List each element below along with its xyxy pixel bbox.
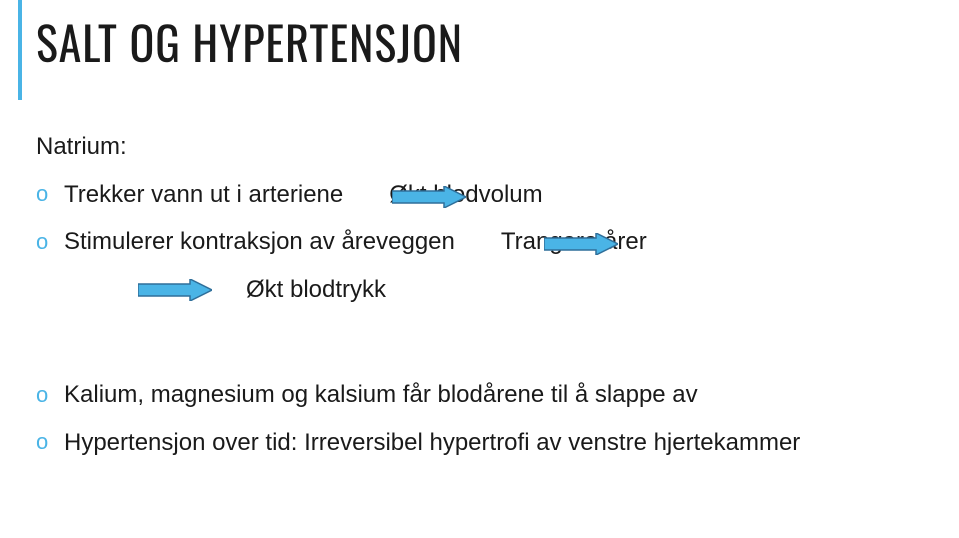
section-label: Natrium: [36, 130, 127, 164]
section-label-line: Natrium: [36, 130, 926, 164]
result-line: Økt blodtrykk [36, 273, 926, 307]
arrow-icon [138, 279, 212, 301]
bullet-icon: o [36, 427, 54, 458]
line3-text: Økt blodtrykk [246, 273, 386, 307]
line1-part-a: Trekker vann ut i arteriene [64, 178, 343, 212]
line5-text: Hypertensjon over tid: Irreversibel hype… [64, 426, 800, 460]
line2-part-a: Stimulerer kontraksjon av åreveggen [64, 225, 455, 259]
bullet-icon: o [36, 380, 54, 411]
page-title: SALT OG HYPERTENSJON [36, 8, 463, 76]
slide-body: Natrium: o Trekker vann ut i arteriene Ø… [36, 130, 926, 474]
bullet-line-1: o Trekker vann ut i arteriene Økt blodvo… [36, 178, 926, 212]
arrow-icon [544, 231, 618, 253]
bullet-icon: o [36, 179, 54, 210]
bullet-icon: o [36, 227, 54, 258]
accent-bar [18, 0, 22, 100]
bullet-line-5: o Hypertensjon over tid: Irreversibel hy… [36, 426, 926, 460]
second-block: o Kalium, magnesium og kalsium får blodå… [36, 378, 926, 459]
arrow-icon [392, 184, 466, 206]
bullet-line-2: o Stimulerer kontraksjon av åreveggen Tr… [36, 225, 926, 259]
line4-text: Kalium, magnesium og kalsium får blodåre… [64, 378, 698, 412]
bullet-line-4: o Kalium, magnesium og kalsium får blodå… [36, 378, 926, 412]
